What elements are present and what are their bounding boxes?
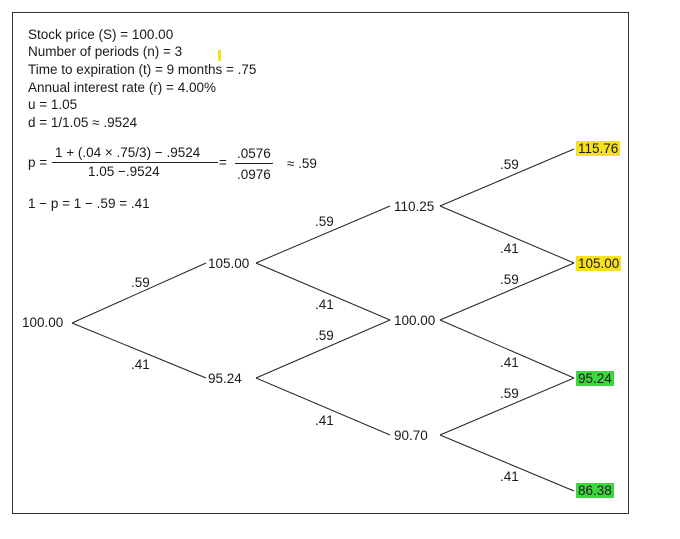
approx-result: ≈ .59	[287, 156, 317, 171]
p-label: p =	[28, 155, 48, 170]
prob-down-1: .41	[131, 357, 150, 372]
branch-2u-down	[439, 205, 575, 264]
branch-1d-down	[255, 377, 391, 436]
denominator-value: .0976	[237, 167, 271, 182]
node-root: 100.00	[22, 315, 64, 330]
prob-down-2a: .41	[315, 297, 334, 312]
node-2-down: 90.70	[394, 428, 428, 443]
prob-down-2b: .41	[315, 413, 334, 428]
equals-sign: =	[219, 155, 227, 170]
down-factor-text: d = 1/1.05 ≈ .9524	[28, 115, 138, 130]
node-3-dd-highlighted: 86.38	[576, 483, 614, 498]
branch-2d-down	[439, 434, 575, 492]
up-factor-text: u = 1.05	[28, 97, 78, 112]
branch-2d-up	[439, 377, 575, 436]
interest-rate-text: Annual interest rate (r) = 4.00%	[28, 80, 216, 95]
branch-1u-up	[255, 205, 391, 264]
node-3-uu-highlighted: 115.76	[576, 141, 621, 156]
periods-text: Number of periods (n) = 3	[28, 44, 183, 59]
branch-2m-down	[439, 319, 575, 379]
fraction-bar	[52, 162, 218, 163]
prob-up-3c: .59	[500, 386, 519, 401]
formula-numerator: 1 + (.04 × .75/3) − .9524	[55, 145, 201, 160]
diagram-frame	[12, 12, 629, 514]
prob-up-3a: .59	[500, 157, 519, 172]
branch-2m-up	[439, 262, 575, 321]
node-3-u-highlighted: 105.00	[576, 256, 622, 271]
branch-0-down	[71, 322, 207, 379]
prob-down-3a: .41	[500, 241, 519, 256]
numerator-value: .0576	[237, 146, 271, 161]
stock-price-text: Stock price (S) = 100.00	[28, 27, 174, 42]
prob-up-1: .59	[131, 275, 150, 290]
prob-up-3b: .59	[500, 272, 519, 287]
branch-1u-down	[255, 262, 391, 321]
prob-down-3c: .41	[500, 469, 519, 484]
branch-1d-up	[255, 319, 391, 379]
time-to-expiration-text: Time to expiration (t) = 9 months = .75	[28, 62, 257, 77]
node-3-d-highlighted: 95.24	[576, 371, 614, 386]
fraction-bar-2	[235, 163, 273, 164]
branch-0-up	[71, 262, 207, 324]
formula-denominator: 1.05 −.9524	[88, 164, 160, 179]
prob-up-2b: .59	[315, 328, 334, 343]
prob-up-2a: .59	[315, 214, 334, 229]
node-2-mid: 100.00	[394, 313, 436, 328]
cursor-marker	[218, 50, 221, 61]
branch-2u-up	[439, 148, 575, 207]
one-minus-p-text: 1 − p = 1 − .59 = .41	[28, 196, 150, 211]
node-1-up: 105.00	[208, 256, 250, 271]
node-1-down: 95.24	[208, 371, 242, 386]
prob-down-3b: .41	[500, 355, 519, 370]
node-2-up: 110.25	[394, 199, 435, 214]
